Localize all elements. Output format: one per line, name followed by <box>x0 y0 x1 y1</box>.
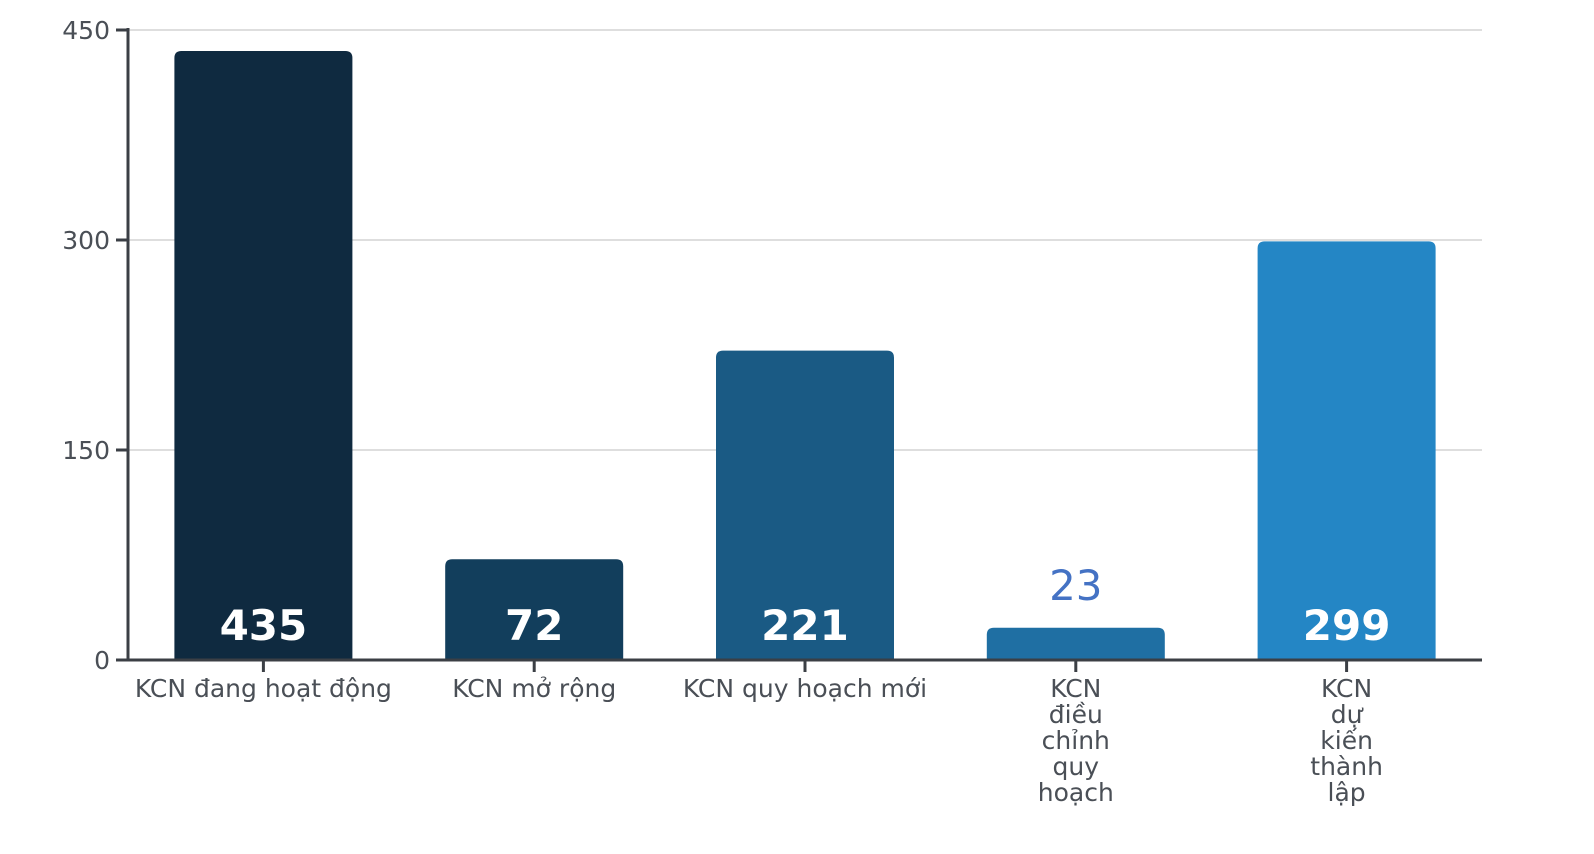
x-tick-label-line: KCN mở rộng <box>452 674 616 703</box>
x-tick-label-line: dự <box>1331 700 1364 729</box>
x-tick-label-line: chỉnh <box>1042 726 1110 755</box>
x-tick-label: KCN đang hoạt động <box>135 674 392 703</box>
bar-3 <box>716 350 894 660</box>
data-labels: 435 72 221 23 299 <box>220 561 1391 650</box>
bars <box>174 51 1436 660</box>
bar-1 <box>174 51 353 660</box>
bar-2 <box>445 559 624 660</box>
y-axis-tick-labels: 0 150 300 450 <box>62 16 110 675</box>
y-tick-label: 0 <box>94 646 110 675</box>
x-tick-label-line: KCN đang hoạt động <box>135 674 392 703</box>
x-tick-label: KCN dự kiến thành lập <box>1310 674 1383 807</box>
y-tick-label: 300 <box>62 226 110 255</box>
x-tick-label: KCN quy hoạch mới <box>683 674 927 703</box>
data-label: 72 <box>505 601 563 650</box>
x-tick-label-line: quy <box>1053 752 1100 781</box>
data-label: 299 <box>1303 601 1391 650</box>
x-tick-label-line: lập <box>1328 778 1366 807</box>
x-tick-label-line: điều <box>1049 700 1103 729</box>
y-tick-label: 450 <box>62 16 110 45</box>
x-tick-label: KCN điều chỉnh quy hoạch <box>1038 674 1114 807</box>
x-tick-label-line: KCN quy hoạch mới <box>683 674 927 703</box>
x-tick-label-line: KCN <box>1321 674 1372 703</box>
data-label: 221 <box>761 601 849 650</box>
x-axis-tick-labels: KCN đang hoạt động KCN mở rộng KCN quy hoạ… <box>135 674 1383 807</box>
x-tick-label-line: kiến <box>1320 726 1373 755</box>
x-tick-label: KCN mở rộng <box>452 674 616 703</box>
axes <box>116 28 1482 672</box>
data-label: 435 <box>220 601 308 650</box>
bar-5 <box>1257 241 1436 660</box>
y-tick-label: 150 <box>62 436 110 465</box>
x-tick-label-line: thành <box>1310 752 1383 781</box>
x-tick-label-line: KCN <box>1050 674 1101 703</box>
data-label: 23 <box>1049 561 1102 610</box>
bar-4 <box>986 627 1165 660</box>
x-tick-label-line: hoạch <box>1038 778 1114 807</box>
